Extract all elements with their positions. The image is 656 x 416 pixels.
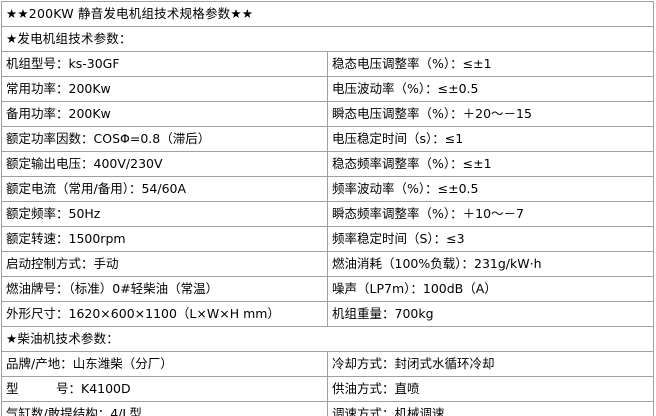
table-row-section: ★柴油机技术参数： bbox=[1, 326, 654, 352]
spec-cell: 额定电流（常用/备用）：54/60A bbox=[1, 176, 328, 202]
spec-cell: 电压稳定时间（s）：≤1 bbox=[327, 126, 654, 152]
spec-cell: 稳态频率调整率（%）：≤±1 bbox=[327, 151, 654, 177]
table-row: 启动控制方式：手动 燃油消耗（100%负载）：231g/kW·h bbox=[1, 251, 654, 277]
page-title: ★★200KW 静音发电机组技术规格参数★★ bbox=[1, 1, 654, 27]
table-row: 备用功率：200Kw 瞬态电压调整率（%）：＋20～－15 bbox=[1, 101, 654, 127]
spec-cell: 常用功率：200Kw bbox=[1, 76, 328, 102]
spec-cell: 机组型号：ks-30GF bbox=[1, 51, 328, 77]
table-row: 型 号：K4100D 供油方式：直喷 bbox=[1, 376, 654, 402]
table-row: 额定频率：50Hz 瞬态频率调整率（%）：＋10～－7 bbox=[1, 201, 654, 227]
spec-cell: 燃油牌号：（标准）0#轻柴油（常温） bbox=[1, 276, 328, 302]
spec-cell: 噪声（LP7m）：100dB（A） bbox=[327, 276, 654, 302]
spec-cell: 外形尺寸：1620×600×1100（L×W×H mm） bbox=[1, 301, 328, 327]
section-header-diesel-engine: ★柴油机技术参数： bbox=[1, 326, 654, 352]
table-row-section: ★发电机组技术参数： bbox=[1, 26, 654, 52]
spec-cell: 供油方式：直喷 bbox=[327, 376, 654, 402]
spec-cell: 额定输出电压：400V/230V bbox=[1, 151, 328, 177]
spec-cell: 电压波动率（%）：≤±0.5 bbox=[327, 76, 654, 102]
spec-cell: 气缸数/敢提结构：4/L型 bbox=[1, 401, 328, 416]
table-row: 外形尺寸：1620×600×1100（L×W×H mm） 机组重量：700kg bbox=[1, 301, 654, 327]
table-row: 机组型号：ks-30GF 稳态电压调整率（%）：≤±1 bbox=[1, 51, 654, 77]
spec-cell: 瞬态电压调整率（%）：＋20～－15 bbox=[327, 101, 654, 127]
table-row: 气缸数/敢提结构：4/L型 调速方式：机械调速 bbox=[1, 401, 654, 416]
table-row-title: ★★200KW 静音发电机组技术规格参数★★ bbox=[1, 1, 654, 27]
spec-cell: 冷却方式：封闭式水循环冷却 bbox=[327, 351, 654, 377]
spec-cell: 额定转速：1500rpm bbox=[1, 226, 328, 252]
spec-cell: 稳态电压调整率（%）：≤±1 bbox=[327, 51, 654, 77]
table-row: 燃油牌号：（标准）0#轻柴油（常温） 噪声（LP7m）：100dB（A） bbox=[1, 276, 654, 302]
spec-cell: 调速方式：机械调速 bbox=[327, 401, 654, 416]
table-row: 额定功率因数：COSΦ=0.8（滞后） 电压稳定时间（s）：≤1 bbox=[1, 126, 654, 152]
spec-cell: 备用功率：200Kw bbox=[1, 101, 328, 127]
section-header-genset: ★发电机组技术参数： bbox=[1, 26, 654, 52]
table-row: 额定转速：1500rpm 频率稳定时间（S）：≤3 bbox=[1, 226, 654, 252]
spec-cell: 品牌/产地：山东潍柴（分厂） bbox=[1, 351, 328, 377]
spec-cell: 机组重量：700kg bbox=[327, 301, 654, 327]
table-row: 额定输出电压：400V/230V 稳态频率调整率（%）：≤±1 bbox=[1, 151, 654, 177]
table-row: 额定电流（常用/备用）：54/60A 频率波动率（%）：≤±0.5 bbox=[1, 176, 654, 202]
spec-cell: 额定频率：50Hz bbox=[1, 201, 328, 227]
spec-cell: 频率波动率（%）：≤±0.5 bbox=[327, 176, 654, 202]
spec-cell: 额定功率因数：COSΦ=0.8（滞后） bbox=[1, 126, 328, 152]
spec-cell: 燃油消耗（100%负载）：231g/kW·h bbox=[327, 251, 654, 277]
spec-cell: 瞬态频率调整率（%）：＋10～－7 bbox=[327, 201, 654, 227]
spec-cell: 型 号：K4100D bbox=[1, 376, 328, 402]
table-row: 品牌/产地：山东潍柴（分厂） 冷却方式：封闭式水循环冷却 bbox=[1, 351, 654, 377]
spec-cell: 启动控制方式：手动 bbox=[1, 251, 328, 277]
table-row: 常用功率：200Kw 电压波动率（%）：≤±0.5 bbox=[1, 76, 654, 102]
spec-cell: 频率稳定时间（S）：≤3 bbox=[327, 226, 654, 252]
